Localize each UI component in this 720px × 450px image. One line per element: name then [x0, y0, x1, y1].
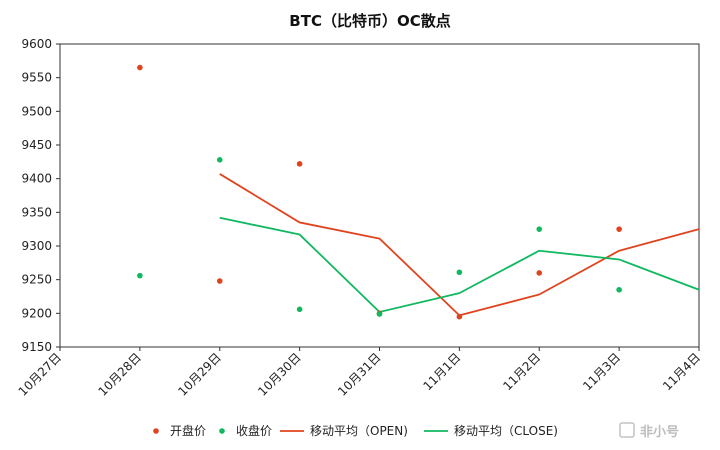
data-point-1	[616, 286, 622, 293]
y-tick-label: 9350	[21, 205, 52, 219]
watermark-text: 非小号	[640, 424, 679, 440]
plot-frame	[59, 43, 700, 348]
data-point-1	[536, 226, 543, 232]
watermark: 非小号	[619, 422, 679, 440]
x-tick-label: 11月1日	[420, 350, 463, 393]
legend: 开盘价 收盘价 移动平均（OPEN) 移动平均（CLOSE)	[153, 423, 558, 438]
x-tick-label: 10月27日	[16, 350, 64, 398]
data-point-0	[137, 64, 143, 71]
legend-label-3: 移动平均（CLOSE)	[454, 424, 558, 438]
data-point-0	[616, 226, 622, 232]
axes: 9150 9200 9250 9300 9350 9400 9450 9500 9550 9600…	[16, 37, 703, 399]
legend-swatch-1	[219, 428, 225, 434]
y-tick-label: 9450	[21, 138, 52, 152]
y-tick-label: 9150	[21, 340, 52, 354]
x-tick-label: 10月29日	[175, 350, 223, 398]
y-tick-label: 9500	[21, 104, 52, 118]
series-line-3	[219, 216, 700, 313]
data-point-0	[296, 161, 303, 167]
x-tick-label: 10月30日	[255, 350, 303, 398]
legend-label-2: 移动平均（OPEN)	[310, 424, 408, 438]
y-tick-label: 9400	[21, 172, 52, 186]
data-point-0	[456, 313, 463, 320]
x-tick-label: 11月4日	[660, 350, 703, 393]
x-tick-label: 10月28日	[96, 350, 144, 398]
series-lines	[219, 173, 700, 317]
legend-label-1: 收盘价	[236, 423, 272, 438]
y-tick-label: 9550	[21, 71, 52, 85]
feixiaohao-logo-icon	[619, 422, 635, 438]
y-tick-label: 9300	[21, 239, 52, 253]
data-point-1	[376, 311, 383, 317]
data-point-0	[216, 278, 223, 284]
legend-label-0: 开盘价	[170, 423, 206, 438]
x-tick-label: 10月31日	[335, 350, 383, 398]
data-point-1	[456, 269, 463, 276]
data-point-1	[296, 306, 303, 313]
y-tick-label: 9600	[21, 37, 52, 51]
x-tick-label: 11月3日	[580, 350, 623, 393]
x-tick-label: 11月2日	[500, 350, 543, 393]
data-point-0	[536, 270, 543, 276]
data-point-1	[216, 157, 223, 163]
chart-title: BTC（比特币）OC散点	[289, 12, 450, 30]
series-points	[137, 64, 622, 320]
legend-swatch-0	[153, 428, 159, 434]
series-line-2	[219, 173, 700, 317]
y-tick-label: 9250	[21, 273, 52, 287]
data-point-1	[137, 272, 143, 279]
y-tick-label: 9200	[21, 306, 52, 320]
